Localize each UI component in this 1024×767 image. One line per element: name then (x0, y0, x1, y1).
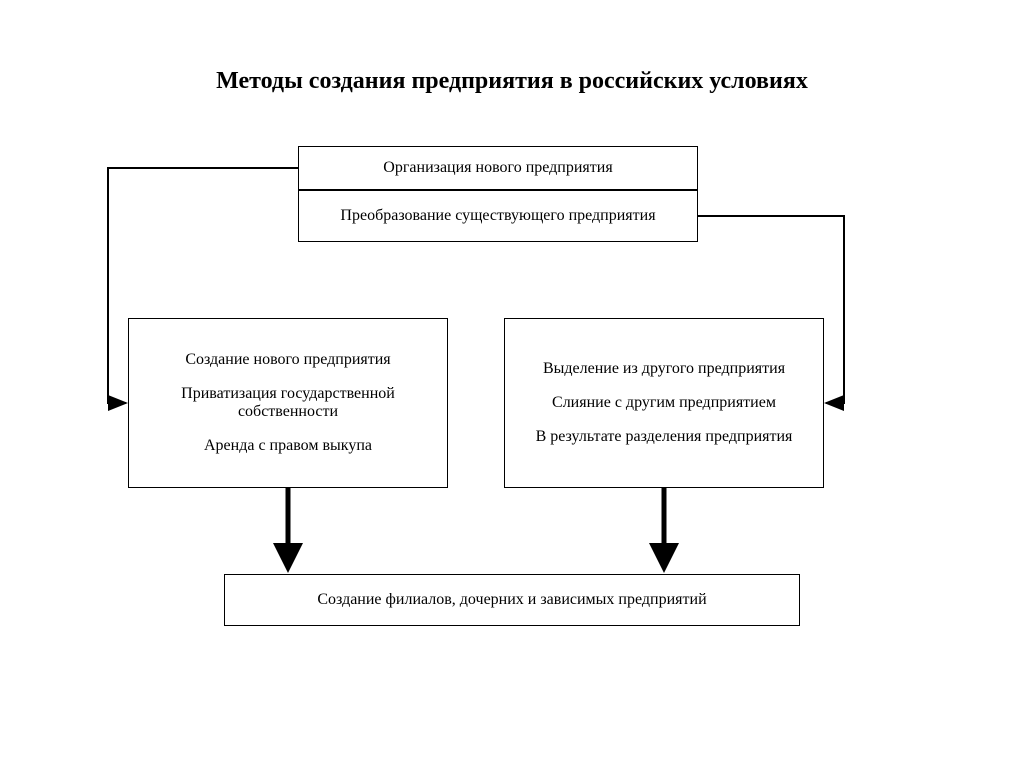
node-subsidiaries: Создание филиалов, дочерних и зависимых … (224, 574, 800, 626)
node-line: Аренда с правом выкупа (204, 437, 372, 455)
title-text: Методы создания предприятия в российских… (216, 68, 808, 94)
diagram-title: Методы создания предприятия в российских… (0, 68, 1024, 95)
node-text: Преобразование существующего предприятия (340, 207, 655, 225)
node-text: Организация нового предприятия (383, 159, 612, 177)
node-transformation-existing: Преобразование существующего предприятия (298, 190, 698, 242)
node-line: Слияние с другим предприятием (552, 394, 776, 412)
node-organization-new: Организация нового предприятия (298, 146, 698, 190)
node-creation-methods: Создание нового предприятия Приватизация… (128, 318, 448, 488)
node-line: Приватизация государственной собственнос… (141, 385, 435, 421)
node-line: В результате разделения предприятия (536, 428, 793, 446)
node-text: Создание филиалов, дочерних и зависимых … (317, 591, 706, 609)
node-line: Создание нового предприятия (185, 351, 390, 369)
node-line: Выделение из другого предприятия (543, 360, 785, 378)
node-transformation-methods: Выделение из другого предприятия Слияние… (504, 318, 824, 488)
